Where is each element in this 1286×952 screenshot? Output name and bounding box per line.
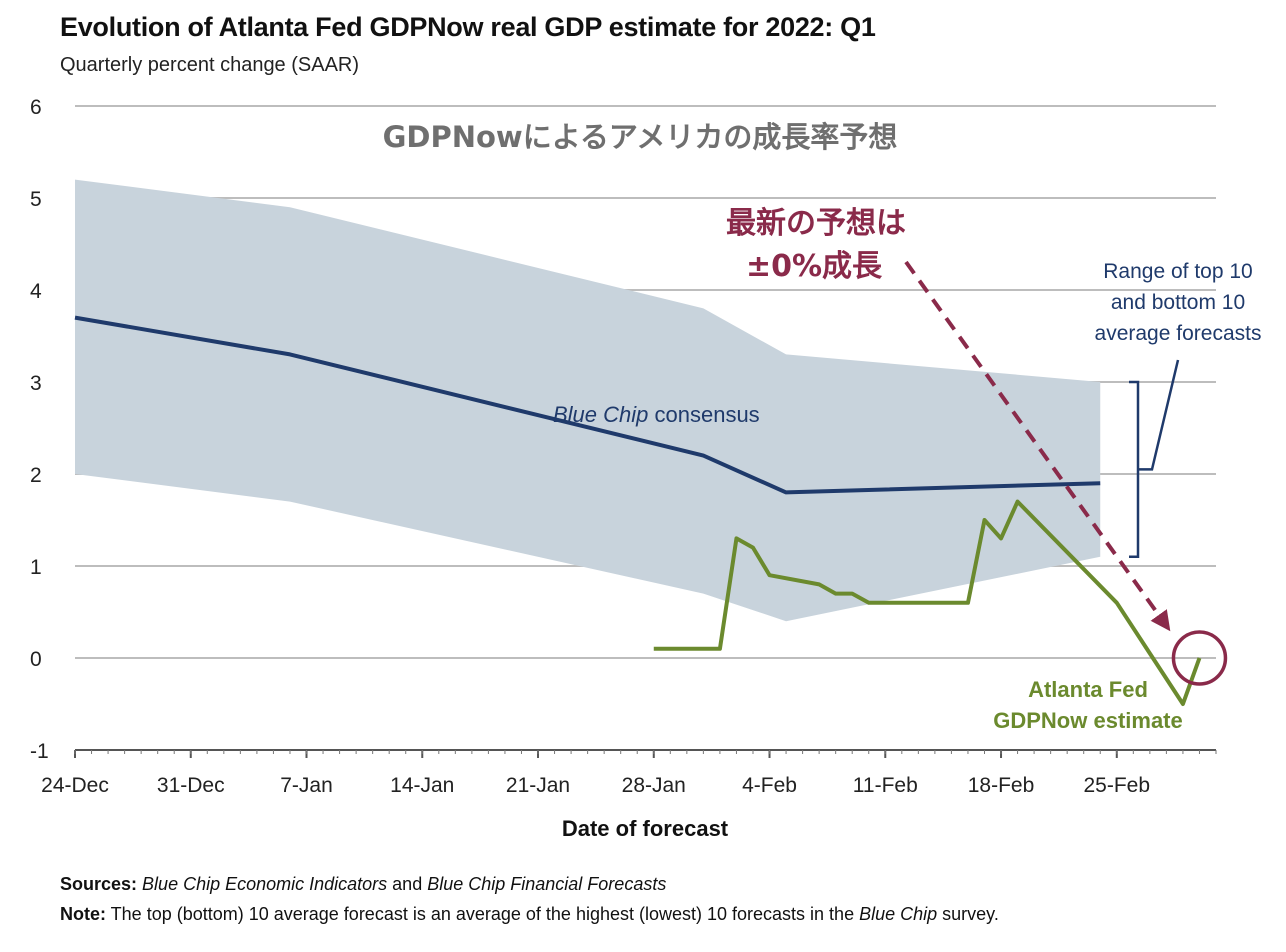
axes: -1 0 1 2 3 4 5 6 24-Dec 31-Dec 7-Jan 14-Jan 21-Jan 28… <box>30 96 1217 841</box>
latest-estimate-highlight-circle <box>1171 630 1228 686</box>
x-tick-label: 24-Dec <box>41 774 109 797</box>
annotation-text-line: ±0%成長 <box>746 249 883 284</box>
chart-subtitle: Quarterly percent change (SAAR) <box>60 54 360 76</box>
x-tick-label: 28-Jan <box>622 774 686 797</box>
blue-chip-label-rest: consensus <box>648 402 759 427</box>
note-italic: Blue Chip <box>859 904 938 924</box>
x-tick-label: 21-Jan <box>506 774 570 797</box>
range-bracket <box>1129 380 1140 559</box>
y-tick-label: 3 <box>30 372 42 395</box>
x-tick-label: 4-Feb <box>742 774 797 797</box>
gdpnow-label-line: Atlanta Fed <box>1028 677 1148 702</box>
x-tick-label: 25-Feb <box>1084 774 1151 797</box>
annotation-text-line: 最新の予想は <box>726 206 906 241</box>
annotations: 最新の予想は ±0%成長 <box>726 206 1228 686</box>
note-text: The top (bottom) 10 average forecast is … <box>106 904 860 924</box>
chart-title: Evolution of Atlanta Fed GDPNow real GDP… <box>60 12 876 42</box>
sources-publication-1: Blue Chip Economic Indicators <box>142 874 388 894</box>
blue-chip-consensus-label: Blue Chip consensus <box>553 402 760 427</box>
x-tick-label: 18-Feb <box>968 774 1035 797</box>
x-axis-title: Date of forecast <box>562 816 729 841</box>
annotation-arrow <box>904 260 1171 632</box>
y-tick-label: 2 <box>30 464 42 487</box>
series-lines <box>74 315 1202 706</box>
y-tick-label: 6 <box>30 96 42 119</box>
y-tick-label: 4 <box>30 280 42 303</box>
y-tick-label: -1 <box>30 740 49 763</box>
range-leader-line <box>1138 359 1180 471</box>
x-tick-label: 14-Jan <box>390 774 454 797</box>
blue-chip-label-italic: Blue Chip <box>553 402 648 427</box>
note-footnote: Note: The top (bottom) 10 average foreca… <box>60 904 999 925</box>
sources-and: and <box>387 874 428 894</box>
note-label: Note: <box>60 904 106 924</box>
x-tick-label: 31-Dec <box>157 774 225 797</box>
sources-publication-2: Blue Chip Financial Forecasts <box>427 874 667 894</box>
note-end: survey. <box>937 904 999 924</box>
line-chart: -1 0 1 2 3 4 5 6 24-Dec 31-Dec 7-Jan 14-Jan 21-Jan 28… <box>30 96 1262 841</box>
blue-chip-consensus-line <box>74 315 1101 495</box>
chart-labels: GDPNowによるアメリカの成長率予想 Blue Chip consensus At… <box>383 120 1262 733</box>
y-tick-label: 1 <box>30 556 42 579</box>
range-label-line: average forecasts <box>1095 322 1262 345</box>
range-band-area <box>75 179 1101 622</box>
y-tick-label: 0 <box>30 648 42 671</box>
gdpnow-estimate-line <box>653 499 1202 706</box>
forecast-range-band <box>75 179 1101 622</box>
overlay-title: GDPNowによるアメリカの成長率予想 <box>383 120 898 154</box>
y-tick-label: 5 <box>30 188 42 211</box>
sources-footnote: Sources: Blue Chip Economic Indicators a… <box>60 874 666 895</box>
range-label-line: and bottom 10 <box>1111 291 1245 314</box>
range-label-line: Range of top 10 <box>1103 260 1252 283</box>
sources-label: Sources: <box>60 874 138 894</box>
x-tick-label: 7-Jan <box>280 774 333 797</box>
gdpnow-label-line: GDPNow estimate <box>993 708 1183 733</box>
x-tick-label: 11-Feb <box>853 774 918 797</box>
